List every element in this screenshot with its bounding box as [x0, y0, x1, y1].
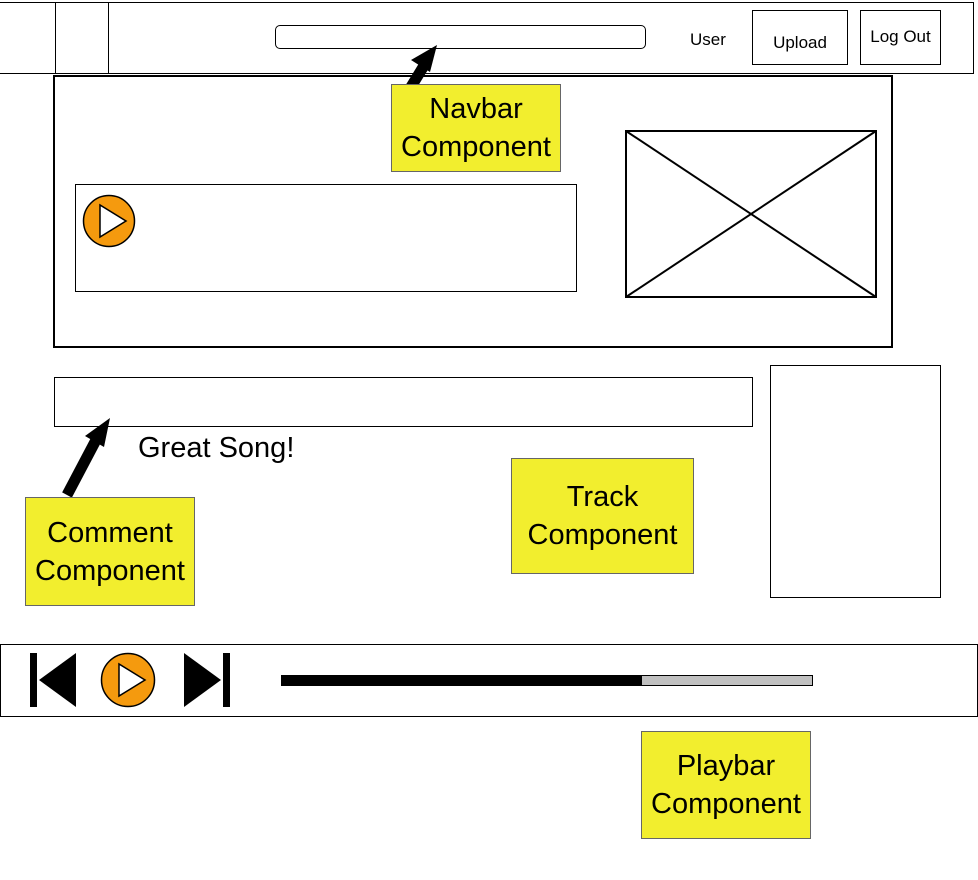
comment-text: Great Song! — [138, 432, 295, 464]
arrow-icon — [62, 418, 110, 498]
note-line: Component — [527, 519, 678, 551]
note-line: Component — [651, 788, 801, 820]
side-panel — [770, 365, 941, 598]
track-panel — [53, 75, 893, 348]
track-component-note: Track Component — [511, 458, 694, 574]
comment-component-note: Comment Component — [25, 497, 195, 606]
skip-back-icon[interactable] — [30, 653, 78, 707]
navbar-slot-left[interactable] — [0, 2, 56, 74]
play-icon[interactable] — [82, 194, 136, 248]
note-line: Component — [401, 131, 551, 163]
playbar-component-note: Playbar Component — [641, 731, 811, 839]
navbar-component-note: Navbar Component — [391, 84, 561, 172]
note-line: Navbar — [429, 93, 523, 125]
navbar-slot-logo[interactable] — [55, 2, 109, 74]
progress-bar[interactable] — [281, 675, 813, 686]
user-label[interactable]: User — [690, 30, 726, 49]
note-line: Comment — [47, 516, 173, 549]
upload-button[interactable]: Upload — [752, 10, 848, 65]
play-icon[interactable] — [100, 652, 156, 708]
comment-input[interactable] — [54, 377, 753, 427]
progress-fill — [282, 676, 643, 685]
logout-button[interactable]: Log Out — [860, 10, 941, 65]
note-line: Track — [566, 481, 639, 513]
search-input[interactable] — [275, 25, 646, 49]
note-line: Component — [35, 554, 185, 587]
image-placeholder-icon — [625, 130, 877, 298]
track-waveform[interactable] — [75, 184, 577, 292]
skip-forward-icon[interactable] — [182, 653, 230, 707]
note-line: Playbar — [676, 750, 776, 782]
